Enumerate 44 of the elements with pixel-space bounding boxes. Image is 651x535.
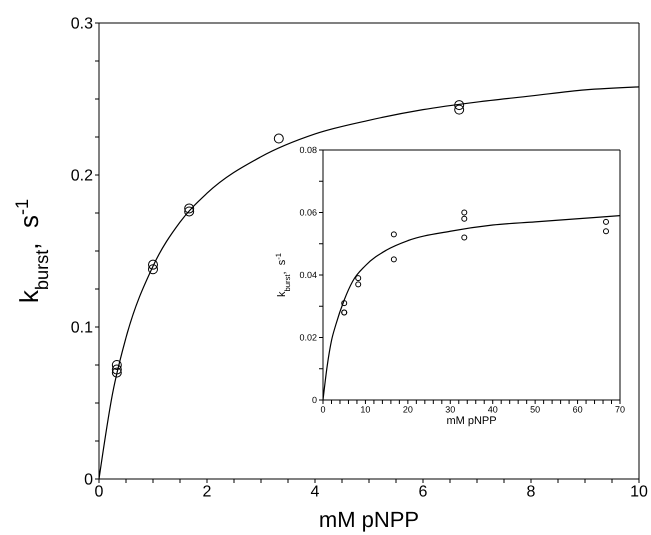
- x-tick-label: 20: [402, 404, 413, 414]
- point: [461, 234, 468, 240]
- y-tick-label: 0: [84, 472, 94, 489]
- point: [355, 281, 362, 288]
- point: [461, 210, 468, 216]
- x-tick-label: 4: [310, 483, 320, 500]
- y-tick-label: 0.02: [299, 332, 317, 343]
- x-tick-label: 2: [202, 483, 212, 500]
- x-tick-label: 70: [614, 404, 626, 414]
- y-tick-label: 0.3: [70, 16, 94, 33]
- point: [184, 206, 194, 216]
- point: [112, 364, 122, 375]
- point: [454, 104, 464, 115]
- y-tick-label: 0.04: [299, 270, 317, 280]
- x-axis-title: mM pNPP: [446, 415, 497, 427]
- point: [148, 264, 158, 274]
- point: [112, 360, 122, 370]
- y-tick-label: 0.2: [70, 168, 94, 185]
- x-tick-label: 60: [572, 404, 583, 414]
- x-tick-label: 50: [530, 404, 540, 414]
- point: [355, 275, 362, 282]
- y-tick-label: 0: [312, 395, 317, 406]
- point: [148, 260, 158, 270]
- y-tick-label: 0.06: [299, 208, 317, 218]
- x-tick-label: 10: [630, 483, 648, 500]
- x-axis-title: mM pNPP: [318, 507, 420, 532]
- x-tick-label: 0: [320, 404, 326, 414]
- point: [603, 218, 609, 225]
- x-tick-label: 30: [445, 404, 456, 414]
- point: [461, 216, 468, 222]
- x-tick-label: 6: [418, 483, 428, 500]
- y-tick-label: 0.1: [70, 320, 94, 337]
- point: [603, 228, 609, 234]
- point: [341, 300, 348, 306]
- x-tick-label: 40: [488, 404, 498, 414]
- x-tick-label: 8: [526, 483, 536, 500]
- point: [184, 203, 194, 214]
- point: [390, 231, 397, 238]
- point: [274, 134, 284, 144]
- point: [112, 368, 122, 378]
- point: [390, 256, 397, 262]
- x-tick-label: 10: [360, 404, 370, 414]
- point: [454, 100, 464, 110]
- y-tick-label: 0.08: [299, 145, 317, 156]
